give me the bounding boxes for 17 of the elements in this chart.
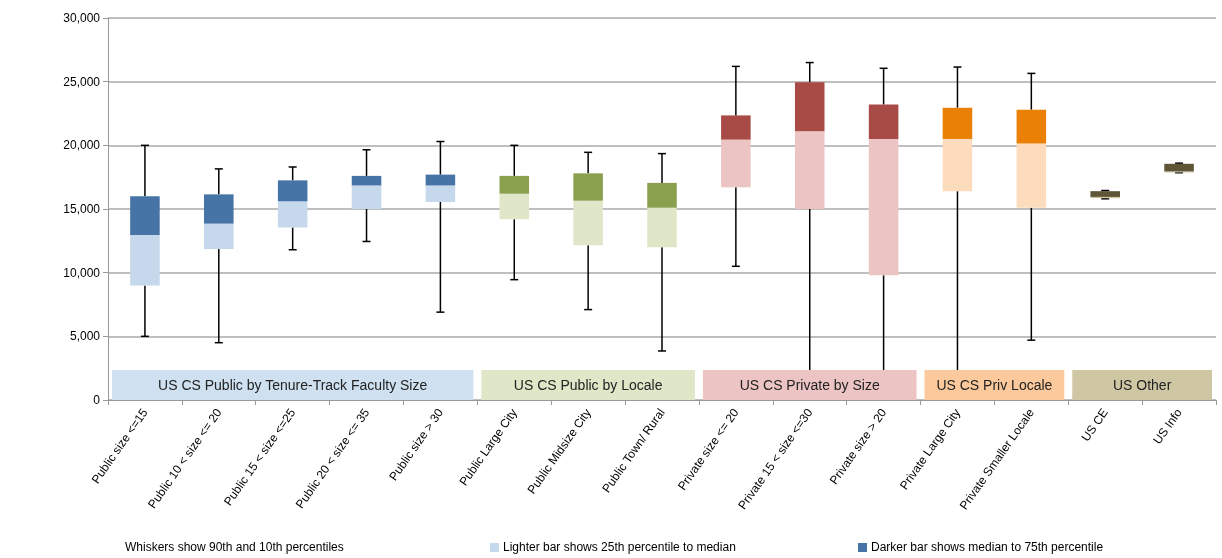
x-tick-label: US CE	[1078, 405, 1111, 445]
y-tick-label: 20,000	[63, 138, 101, 153]
y-tick-label: 30,000	[63, 11, 101, 25]
text: Lighter bar shows 25th percentile to median	[503, 540, 736, 554]
text: Whiskers show 90th and 10th percentiles	[125, 540, 344, 554]
band-label: US CS Priv Locale	[936, 377, 1053, 393]
band-label: US CS Private by Size	[739, 377, 880, 393]
y-tick-label: 15,000	[63, 202, 101, 216]
x-tick-label: US Info	[1150, 405, 1185, 447]
y-tick-label: 25,000	[63, 74, 101, 89]
y-tick-label: 0	[93, 393, 101, 407]
y-tick-label: 5,000	[69, 329, 101, 344]
band-label: US CS Public by Locale	[513, 377, 663, 393]
band-label: US Other	[1112, 377, 1172, 393]
text: Darker bar shows median to 75th percentile	[871, 540, 1104, 554]
y-tick-label: 10,000	[63, 265, 101, 280]
band-label: US CS Public by Tenure-Track Faculty Size	[158, 377, 428, 393]
